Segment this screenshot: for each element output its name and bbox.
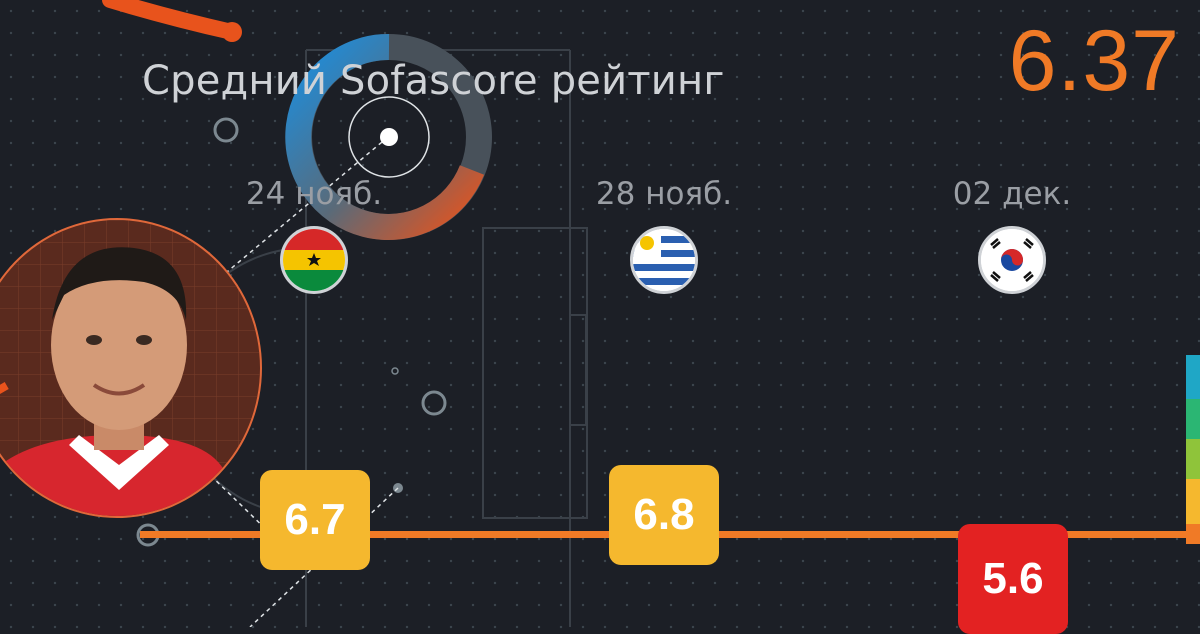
player-avatar-icon[interactable] [0, 218, 262, 518]
page-title: Средний Sofascore рейтинг [142, 58, 725, 104]
scale-segment [1186, 399, 1200, 439]
scale-segment [1186, 439, 1200, 479]
ghana-flag-icon[interactable] [280, 226, 348, 294]
average-rating-value: 6.37 [1008, 13, 1180, 109]
south-korea-flag-icon[interactable] [978, 226, 1046, 294]
match-date: 02 дек. [952, 176, 1072, 212]
scale-segment [1186, 524, 1200, 544]
uruguay-flag-icon[interactable] [630, 226, 698, 294]
scale-segment [1186, 355, 1200, 399]
rating-donut-icon [285, 33, 492, 240]
scale-segment [1186, 479, 1200, 524]
match-rating-badge[interactable]: 6.8 [609, 465, 719, 565]
match-rating-badge[interactable]: 5.6 [958, 524, 1068, 634]
match-date: 24 нояб. [245, 176, 383, 212]
match-rating-badge[interactable]: 6.7 [260, 470, 370, 570]
match-date: 28 нояб. [595, 176, 733, 212]
